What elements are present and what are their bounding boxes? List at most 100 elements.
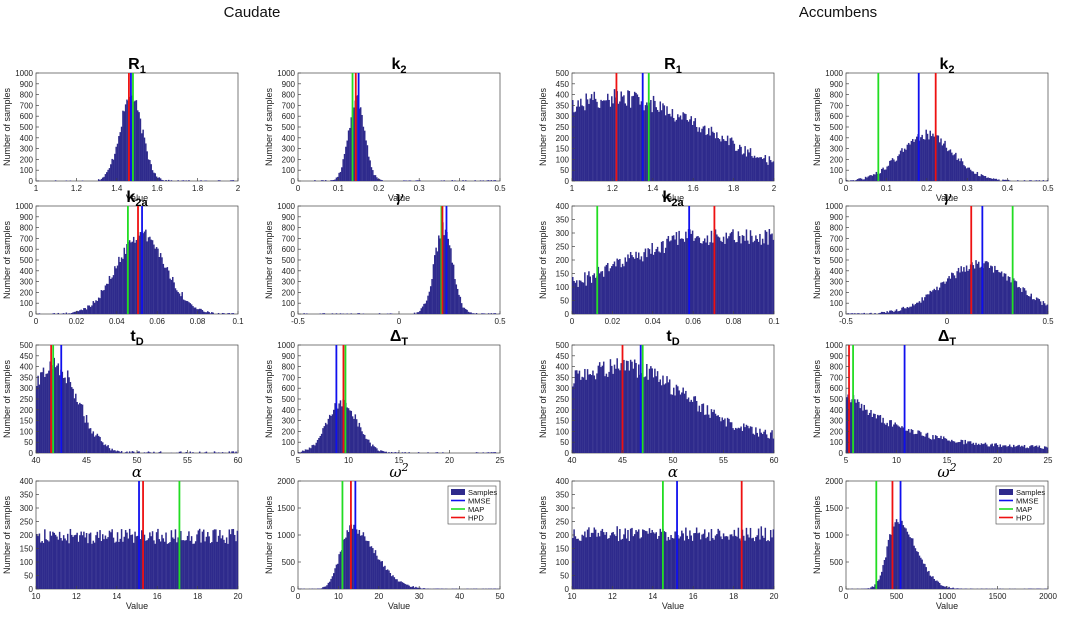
histogram-bar	[698, 532, 701, 589]
histogram-bar	[87, 305, 89, 314]
histogram-bar	[747, 425, 749, 453]
y-tick-label: 200	[282, 155, 296, 164]
histogram-bar	[666, 106, 668, 181]
histogram-bar	[228, 529, 231, 589]
histogram-bar	[576, 370, 578, 453]
histogram-bar	[995, 178, 997, 181]
histogram-bar	[436, 251, 439, 314]
histogram-bar	[924, 563, 926, 589]
histogram-bar	[330, 180, 332, 181]
histogram-bar	[145, 229, 147, 314]
histogram-bar	[373, 553, 375, 589]
y-tick-label: 200	[556, 256, 570, 265]
y-tick-label: 400	[556, 477, 570, 486]
histogram-bar	[883, 423, 886, 453]
y-tick-label: 300	[282, 145, 296, 154]
histogram-bar	[729, 422, 732, 453]
histogram-bar	[380, 179, 382, 181]
y-tick-label: 200	[556, 406, 570, 415]
histogram-bar	[172, 276, 174, 314]
histogram-bar	[725, 141, 728, 181]
histogram-bar	[359, 535, 362, 589]
histogram-bar	[768, 438, 771, 453]
histogram-bar	[158, 177, 161, 181]
histogram-bar	[146, 452, 148, 453]
histogram-bar	[108, 275, 111, 314]
histogram-bar	[1041, 304, 1043, 314]
histogram-bar	[907, 429, 910, 453]
histogram-bar	[636, 257, 639, 314]
histogram-bar	[720, 536, 722, 589]
histogram-bar	[132, 236, 135, 314]
histogram-bar	[757, 436, 760, 453]
histogram-bar	[444, 229, 447, 314]
histogram-bar	[658, 111, 660, 181]
histogram-bar	[988, 446, 991, 453]
histogram-bar	[660, 531, 663, 589]
histogram-bar	[1017, 445, 1019, 453]
y-axis-label: Number of samples	[812, 359, 822, 438]
histogram-bar	[598, 536, 601, 589]
histogram-bar	[933, 288, 936, 314]
y-axis-label: Number of samples	[538, 359, 548, 438]
histogram-bar	[959, 442, 961, 453]
histogram-bar	[628, 370, 631, 453]
x-tick-label: 2	[236, 184, 241, 193]
histogram-bar	[205, 451, 208, 453]
histogram-bar	[747, 149, 749, 181]
histogram-bar	[384, 451, 386, 453]
histogram-bar	[1023, 288, 1026, 314]
histogram-bar	[97, 179, 100, 181]
y-tick-label: 250	[20, 518, 34, 527]
histogram-bar	[914, 548, 917, 589]
y-tick-label: 700	[282, 373, 296, 382]
histogram-bar	[976, 263, 979, 314]
histogram-bar	[341, 167, 343, 181]
histogram-bar	[671, 109, 674, 181]
histogram-bar	[596, 373, 598, 453]
histogram-bar	[131, 451, 134, 453]
histogram-bar	[447, 238, 449, 314]
histogram-bar	[46, 540, 49, 589]
histogram-bar	[75, 534, 77, 589]
histogram-bar	[673, 387, 675, 453]
histogram-bar	[737, 427, 740, 453]
histogram-bar	[905, 430, 907, 453]
histogram-bar	[914, 139, 917, 181]
histogram-bar	[911, 430, 914, 453]
x-tick-label: 1.4	[647, 184, 659, 193]
histogram-bar	[110, 164, 112, 181]
histogram-bar	[905, 308, 907, 314]
histogram-bar	[760, 526, 763, 589]
histogram-bar	[738, 538, 741, 589]
histogram-bar	[871, 175, 874, 181]
histogram-bar	[705, 414, 707, 453]
histogram-bar	[205, 312, 208, 314]
x-tick-label: 1.2	[607, 184, 619, 193]
histogram-bar	[81, 535, 84, 589]
histogram-bar	[96, 301, 99, 314]
histogram-bar	[732, 229, 734, 314]
histogram-bar	[616, 358, 618, 453]
histogram-bar	[64, 538, 66, 589]
histogram-bar	[127, 538, 130, 589]
histogram-bar	[609, 535, 612, 589]
histogram-bar	[708, 414, 710, 453]
histogram-bar	[111, 448, 113, 453]
histogram-bars	[36, 357, 237, 453]
histogram-bar	[924, 297, 926, 314]
y-tick-label: 1000	[825, 531, 843, 540]
histogram-bar	[917, 552, 919, 589]
histogram-bar	[934, 290, 937, 314]
histogram-bar	[654, 533, 656, 589]
histogram-bar	[598, 107, 601, 181]
histogram-bar	[470, 312, 472, 314]
histogram-bar	[1017, 180, 1019, 181]
histogram-bar	[699, 412, 702, 453]
histogram-bar	[893, 159, 895, 181]
histogram-bar	[972, 442, 975, 453]
histogram-bar	[745, 229, 748, 314]
histogram-bar	[605, 100, 608, 181]
histogram-bar	[370, 446, 373, 453]
histogram-bar	[911, 538, 914, 589]
